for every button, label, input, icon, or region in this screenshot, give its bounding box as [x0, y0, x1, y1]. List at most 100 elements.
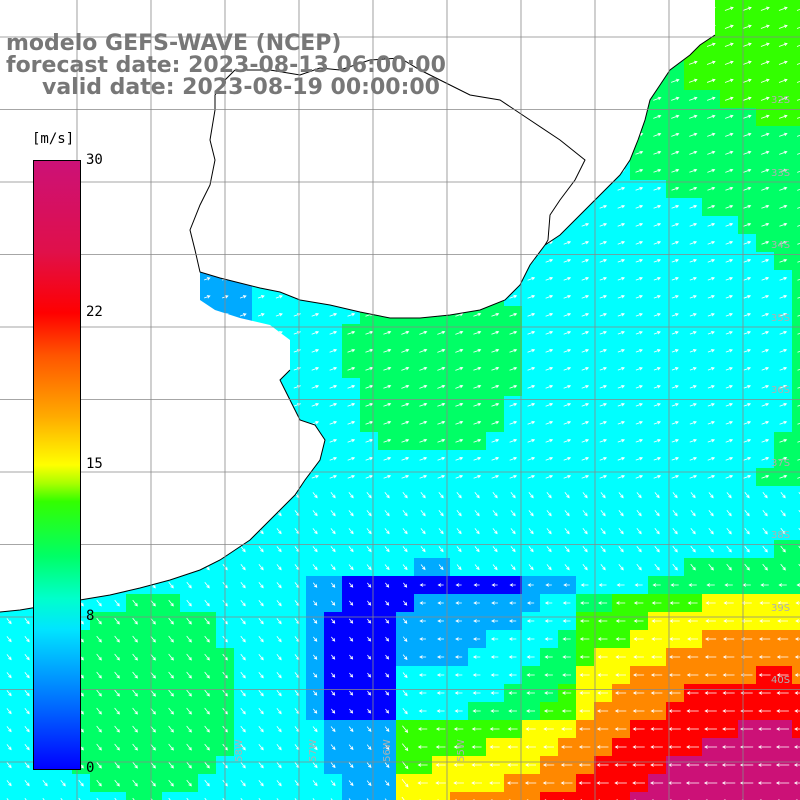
wind-arrow	[635, 456, 644, 461]
wind-arrow	[688, 78, 698, 83]
wind-arrow	[743, 186, 752, 191]
wind-arrow	[564, 546, 570, 553]
wind-arrow	[436, 673, 445, 677]
wind-arrow	[653, 403, 661, 407]
wind-arrow	[330, 546, 336, 553]
wind-arrow	[560, 745, 573, 749]
wind-cell	[792, 54, 800, 72]
wind-arrow	[614, 781, 627, 785]
wind-arrow	[743, 330, 751, 335]
wind-arrow	[690, 545, 696, 553]
wind-arrow	[367, 600, 372, 606]
wind-arrow	[686, 763, 700, 767]
wind-arrow	[560, 763, 573, 767]
wind-arrow	[762, 492, 768, 499]
wind-arrow	[635, 420, 643, 425]
wind-arrow	[311, 402, 320, 407]
wind-arrow	[599, 312, 608, 317]
wind-arrow	[776, 637, 789, 641]
wind-arrow	[686, 745, 700, 749]
wind-arrow	[96, 725, 102, 733]
wind-arrow	[653, 331, 661, 335]
wind-arrow	[402, 491, 408, 499]
wind-arrow	[347, 330, 356, 335]
wind-arrow	[276, 726, 282, 733]
wind-arrow	[402, 690, 408, 697]
wind-arrow	[471, 763, 482, 767]
wind-arrow	[545, 583, 552, 587]
wind-arrow	[437, 384, 446, 389]
wind-arrow	[760, 583, 769, 587]
wind-arrow	[633, 655, 644, 659]
wind-arrow	[742, 96, 752, 101]
wind-arrow	[689, 474, 698, 479]
wind-arrow	[578, 745, 591, 749]
wind-arrow	[366, 528, 372, 535]
wind-arrow	[760, 24, 770, 29]
wind-arrow	[579, 637, 590, 641]
wind-arrow	[510, 492, 516, 499]
wind-arrow	[312, 510, 318, 517]
wind-arrow	[526, 691, 535, 695]
wind-arrow	[330, 600, 336, 606]
wind-arrow	[686, 709, 699, 713]
wind-arrow	[563, 276, 572, 281]
wind-arrow	[797, 440, 800, 443]
wind-arrow	[581, 222, 590, 227]
wind-arrow	[365, 384, 374, 389]
wind-arrow	[669, 637, 680, 641]
wind-arrow	[743, 204, 752, 209]
wind-arrow	[546, 546, 552, 553]
wind-arrow	[437, 474, 446, 479]
wind-arrow	[689, 240, 698, 245]
wind-arrow	[617, 438, 626, 443]
wind-cell	[540, 792, 558, 800]
wind-arrow	[276, 546, 282, 553]
wind-arrow	[686, 727, 699, 731]
wind-cell	[342, 792, 360, 800]
wind-arrow	[797, 386, 800, 389]
wind-arrow	[524, 781, 537, 785]
wind-arrow	[562, 655, 571, 659]
wind-arrow	[329, 474, 338, 479]
wind-arrow	[507, 727, 518, 731]
wind-arrow	[508, 673, 517, 677]
wind-arrow	[796, 62, 800, 65]
wind-arrow	[329, 366, 338, 371]
wind-arrow	[186, 635, 192, 643]
wind-arrow	[615, 673, 626, 677]
wind-arrow	[509, 456, 518, 461]
wind-arrow	[204, 599, 210, 607]
wind-cell	[792, 486, 800, 504]
wind-cell	[612, 792, 630, 800]
lat-label: 38S	[771, 530, 791, 541]
wind-arrow	[186, 617, 192, 625]
wind-arrow	[670, 583, 679, 587]
wind-arrow	[456, 510, 462, 517]
wind-arrow	[779, 366, 788, 371]
wind-arrow	[776, 673, 789, 677]
wind-arrow	[401, 761, 409, 770]
wind-arrow	[510, 510, 516, 517]
wind-arrow	[509, 312, 518, 317]
wind-arrow	[668, 691, 681, 695]
wind-arrow	[614, 745, 627, 749]
wind-cell	[576, 792, 594, 800]
wind-arrow	[437, 637, 445, 641]
wind-arrow	[761, 222, 770, 227]
wind-arrow	[596, 781, 609, 785]
wind-arrow	[758, 673, 771, 677]
wind-arrow	[761, 276, 770, 281]
wind-arrow	[599, 294, 608, 299]
wind-arrow	[168, 599, 174, 607]
wind-arrow	[508, 691, 517, 695]
wind-arrow	[417, 781, 428, 785]
wind-arrow	[581, 294, 590, 299]
wind-arrow	[581, 258, 590, 263]
wind-arrow	[330, 564, 336, 571]
wind-cell	[792, 0, 800, 18]
wind-arrow	[545, 420, 554, 425]
wind-cell	[288, 792, 306, 800]
wind-arrow	[706, 96, 716, 101]
wind-arrow	[491, 384, 500, 389]
